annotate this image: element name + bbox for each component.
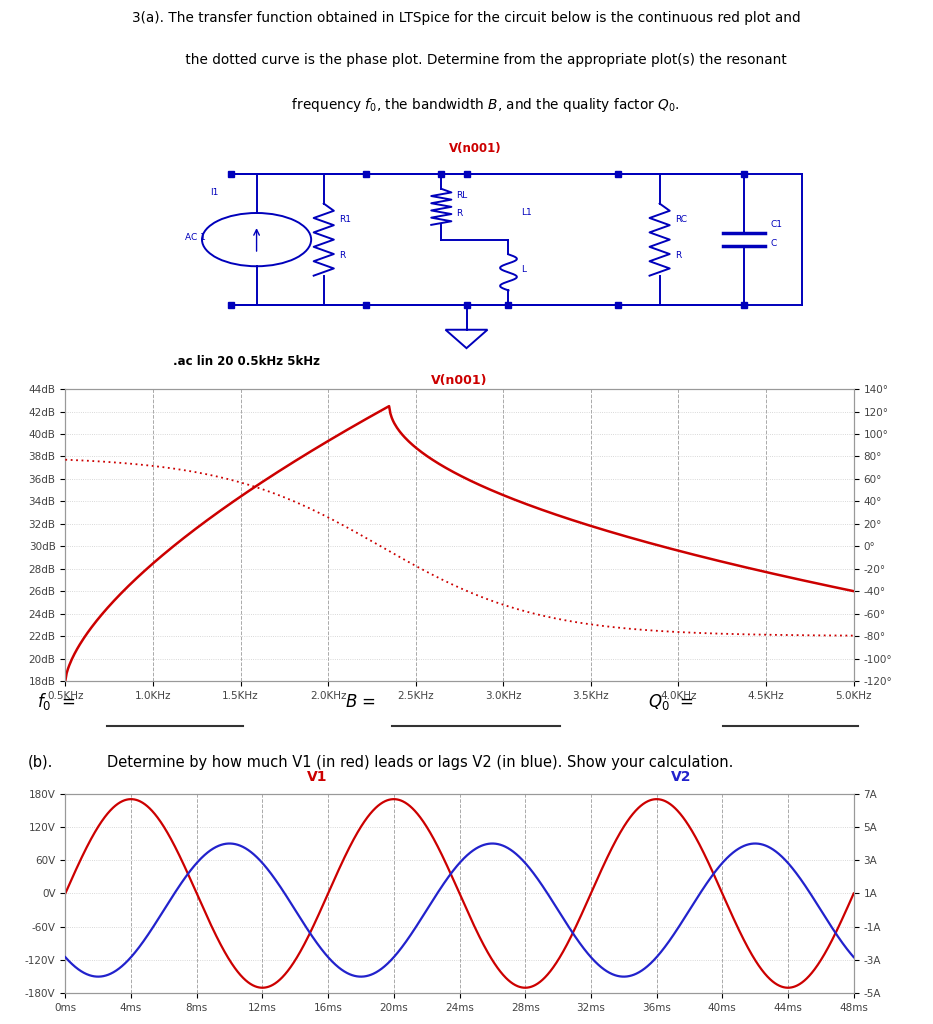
Text: frequency $f_0$, the bandwidth $B$, and the quality factor $Q_0$.: frequency $f_0$, the bandwidth $B$, and … (253, 96, 680, 114)
Text: C1: C1 (771, 220, 783, 229)
Text: L: L (522, 265, 526, 274)
Text: L1: L1 (522, 208, 532, 217)
Text: $f_0$  =: $f_0$ = (37, 691, 76, 713)
Text: AC 1: AC 1 (186, 232, 206, 242)
Text: 3(a). The transfer function obtained in LTSpice for the circuit below is the con: 3(a). The transfer function obtained in … (132, 10, 801, 25)
Text: $Q_0$  =: $Q_0$ = (648, 692, 694, 712)
Text: Determine by how much V1 (in red) leads or lags V2 (in blue). Show your calculat: Determine by how much V1 (in red) leads … (107, 755, 733, 770)
Text: R: R (456, 209, 463, 218)
Text: $B$ =: $B$ = (345, 693, 376, 711)
Text: (b).: (b). (28, 755, 53, 770)
Text: R: R (339, 251, 345, 260)
Text: V1: V1 (307, 770, 327, 784)
Title: V(n001): V(n001) (431, 374, 488, 387)
Text: the dotted curve is the phase plot. Determine from the appropriate plot(s) the r: the dotted curve is the phase plot. Dete… (146, 53, 787, 68)
Text: RL: RL (456, 190, 467, 200)
Text: R1: R1 (339, 215, 351, 223)
Text: .ac lin 20 0.5kHz 5kHz: .ac lin 20 0.5kHz 5kHz (173, 354, 320, 368)
Text: V2: V2 (671, 770, 691, 784)
Text: C: C (771, 239, 776, 248)
Text: RC: RC (675, 215, 687, 223)
Text: V(n001): V(n001) (449, 141, 501, 155)
Text: R: R (675, 251, 681, 260)
Text: I1: I1 (211, 187, 218, 197)
